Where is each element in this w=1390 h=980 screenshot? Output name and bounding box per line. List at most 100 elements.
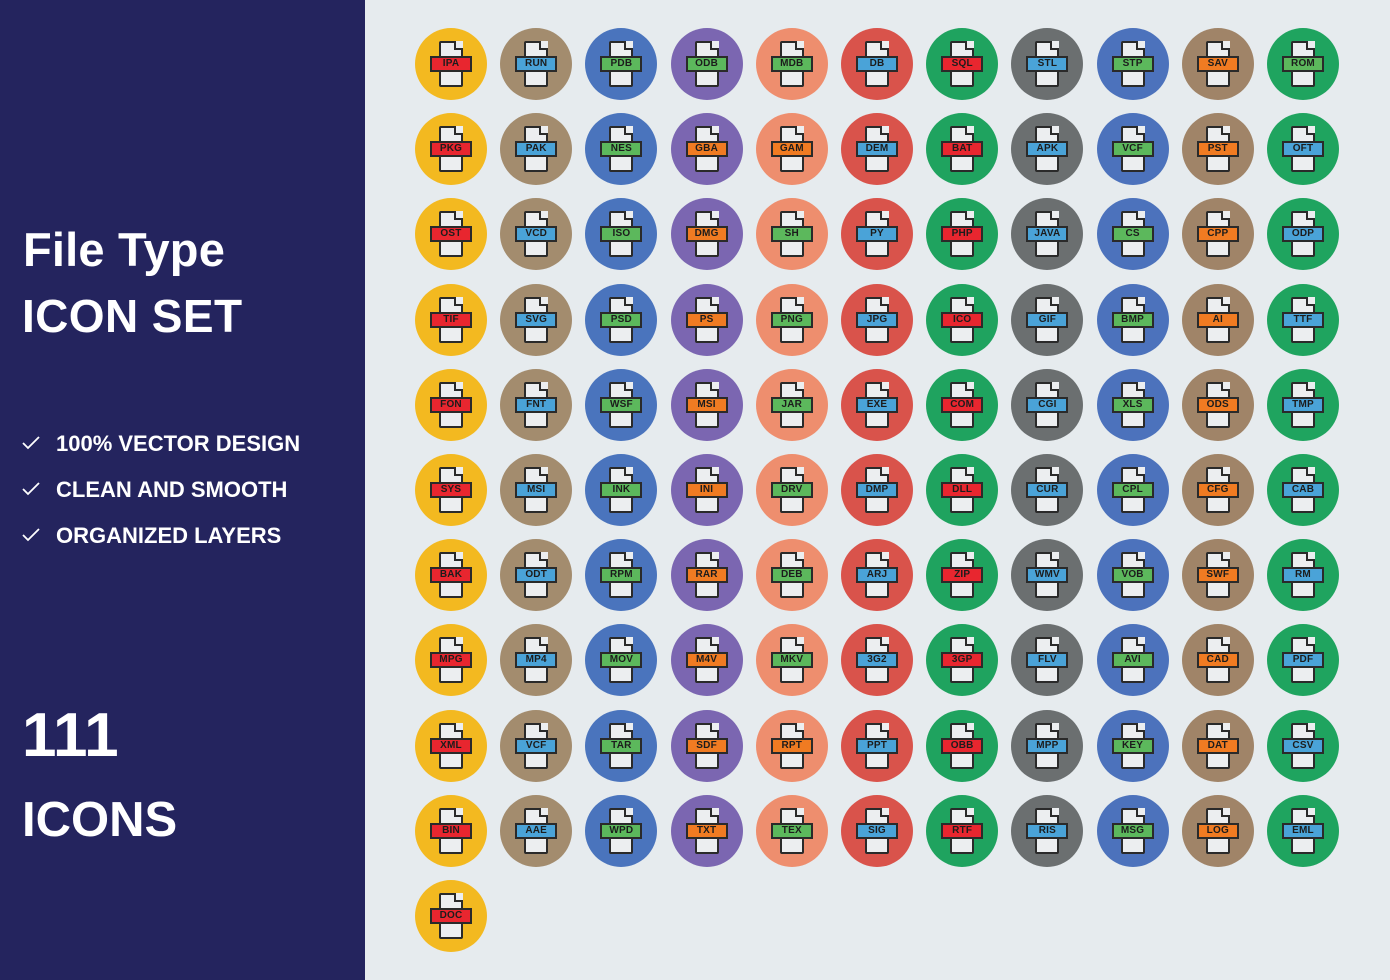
page-fold-icon [539, 552, 549, 562]
page-fold-icon [1135, 41, 1145, 50]
page-fold-icon [880, 637, 889, 647]
page-fold-icon [1050, 211, 1060, 221]
page-fold-icon [880, 381, 889, 391]
file-icon-ttf: TTF [1267, 283, 1339, 356]
file-type-label: AAE [515, 822, 558, 839]
page-fold-icon [454, 637, 463, 647]
page-fold-icon [794, 211, 804, 221]
file-type-label: JPG [856, 311, 898, 328]
file-type-label: MSG [1111, 822, 1154, 839]
file-type-label: WPD [600, 822, 643, 839]
file-type-label: STP [1111, 56, 1154, 72]
file-icon-psd: PSD [585, 283, 658, 356]
file-type-label: MDB [770, 56, 813, 72]
page-fold-icon [965, 381, 975, 391]
file-icon-sql: SQL [926, 28, 999, 100]
file-icon-mov: MOV [585, 624, 658, 697]
file-type-label: ARJ [856, 567, 898, 584]
file-type-label: PDB [600, 56, 643, 72]
file-icon-nes: NES [585, 113, 658, 186]
page-fold-icon [624, 381, 634, 391]
page-fold-icon [794, 722, 804, 732]
file-type-label: TAR [600, 737, 643, 754]
page-fold-icon [965, 552, 975, 562]
page-fold-icon [709, 211, 719, 221]
file-type-label: TTF [1282, 311, 1324, 328]
file-icon-bat: BAT [926, 113, 999, 186]
page-fold-icon [1050, 381, 1060, 391]
file-icon-mpp: MPP [1011, 709, 1084, 782]
file-icon-rom: ROM [1267, 28, 1339, 100]
file-icon-csv: CSV [1267, 709, 1339, 782]
page-fold-icon [1220, 637, 1230, 647]
file-type-label: RIS [1026, 822, 1069, 839]
file-icon-gba: GBA [670, 113, 743, 186]
file-icon-bin: BIN [415, 794, 487, 867]
page-fold-icon [539, 381, 549, 391]
page-fold-icon [1135, 722, 1145, 732]
page-fold-icon [1135, 296, 1145, 306]
file-icon-cfg: CFG [1181, 454, 1254, 526]
page-fold-icon [454, 807, 463, 817]
file-type-label: RPT [770, 737, 813, 754]
page-fold-icon [1220, 211, 1230, 221]
title-line-2: ICON SET [22, 290, 243, 342]
page-fold-icon [624, 722, 634, 732]
file-type-label: SVG [515, 311, 558, 328]
page-fold-icon [965, 467, 975, 476]
file-type-label: PNG [770, 311, 813, 328]
file-icon-pkg: PKG [415, 113, 487, 186]
file-type-label: MSI [515, 482, 558, 498]
page-fold-icon [965, 211, 975, 221]
file-icon-com: COM [926, 368, 999, 441]
page-fold-icon [1135, 381, 1145, 391]
file-type-label: RM [1282, 567, 1324, 584]
page-fold-icon [794, 467, 804, 476]
page-fold-icon [880, 467, 889, 476]
file-icon-pdb: PDB [585, 28, 658, 100]
page-fold-icon [624, 637, 634, 647]
file-type-label: OST [430, 226, 472, 243]
file-type-label: MSI [685, 396, 728, 413]
file-icon-db: DB [841, 28, 913, 100]
file-type-label: CPP [1196, 226, 1239, 243]
file-icon-bak: BAK [415, 539, 487, 612]
file-icon-php: PHP [926, 198, 999, 271]
file-icon-pak: PAK [500, 113, 573, 186]
page-fold-icon [539, 211, 549, 221]
file-type-label: EXE [856, 396, 898, 413]
file-icon-cab: CAB [1267, 454, 1339, 526]
page-fold-icon [794, 637, 804, 647]
file-icon-eml: EML [1267, 794, 1339, 867]
file-type-label: TEX [770, 822, 813, 839]
file-type-label: COM [941, 396, 984, 413]
file-type-label: DMP [856, 482, 898, 498]
file-icon-png: PNG [755, 283, 828, 356]
icon-count: 111 [22, 701, 119, 770]
file-icon-oft: OFT [1267, 113, 1339, 186]
file-type-label: DAT [1196, 737, 1239, 754]
file-type-label: ZIP [941, 567, 984, 584]
file-type-label: PKG [430, 141, 472, 158]
file-type-label: OFT [1282, 141, 1324, 158]
page-fold-icon [539, 41, 549, 50]
file-icon-doc: DOC [415, 880, 487, 952]
file-type-label: ODB [685, 56, 728, 72]
file-type-label: BAK [430, 567, 472, 584]
page-fold-icon [880, 552, 889, 562]
file-icon-bmp: BMP [1096, 283, 1169, 356]
file-icon-dat: DAT [1181, 709, 1254, 782]
file-icon-avi: AVI [1096, 624, 1169, 697]
page-fold-icon [1135, 637, 1145, 647]
file-type-label: DOC [430, 908, 472, 924]
file-type-label: ICO [941, 311, 984, 328]
file-type-label: LOG [1196, 822, 1239, 839]
file-icon-3g2: 3G2 [841, 624, 913, 697]
file-type-label: CS [1111, 226, 1154, 243]
file-type-label: VCF [1111, 141, 1154, 158]
file-type-label: SDF [685, 737, 728, 754]
page-fold-icon [1050, 722, 1060, 732]
file-icon-vcf: VCF [500, 709, 573, 782]
file-icon-rar: RAR [670, 539, 743, 612]
